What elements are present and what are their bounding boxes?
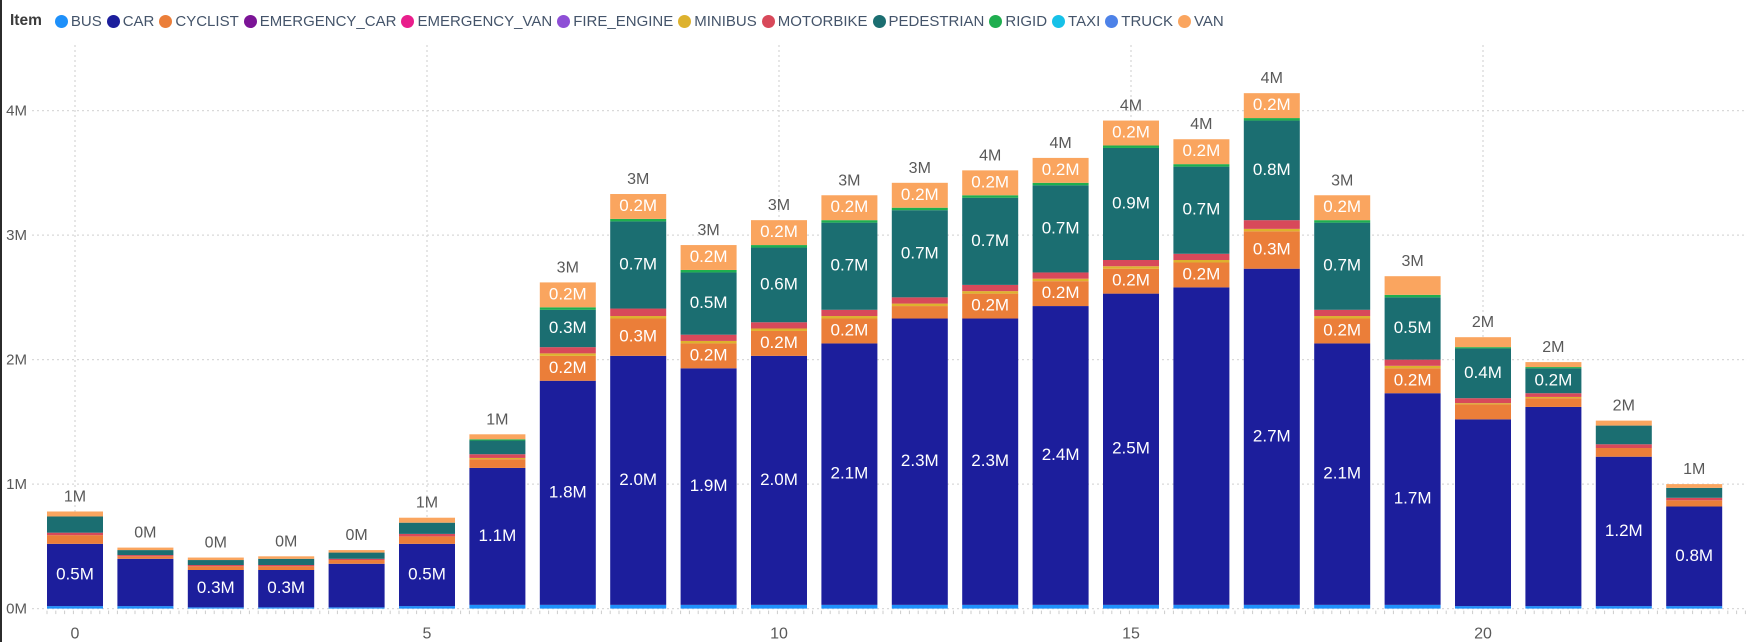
svg-text:5: 5 — [423, 626, 432, 642]
svg-text:4M: 4M — [1049, 135, 1071, 152]
svg-text:1M: 1M — [6, 476, 27, 493]
svg-text:0.2M: 0.2M — [1042, 160, 1080, 179]
svg-text:0.3M: 0.3M — [267, 578, 305, 597]
svg-text:0.8M: 0.8M — [1675, 546, 1713, 565]
svg-text:2.1M: 2.1M — [831, 464, 869, 483]
svg-text:1.2M: 1.2M — [1605, 521, 1643, 540]
svg-text:0.7M: 0.7M — [619, 254, 657, 273]
svg-text:0.2M: 0.2M — [549, 358, 587, 377]
svg-text:0M: 0M — [205, 535, 227, 552]
svg-text:3M: 3M — [697, 222, 719, 239]
svg-text:1.9M: 1.9M — [690, 476, 728, 495]
svg-text:3M: 3M — [1401, 253, 1423, 270]
svg-text:0.2M: 0.2M — [971, 172, 1009, 191]
svg-text:2.3M: 2.3M — [901, 451, 939, 470]
svg-text:4M: 4M — [1120, 98, 1142, 115]
svg-text:2.0M: 2.0M — [760, 470, 798, 489]
svg-text:0.5M: 0.5M — [690, 293, 728, 312]
svg-text:2.0M: 2.0M — [619, 470, 657, 489]
svg-text:4M: 4M — [6, 103, 27, 120]
svg-text:1.7M: 1.7M — [1394, 488, 1432, 507]
svg-text:1M: 1M — [416, 495, 438, 512]
svg-text:1.8M: 1.8M — [549, 482, 587, 501]
svg-text:0.2M: 0.2M — [1323, 197, 1361, 216]
svg-text:0.2M: 0.2M — [1183, 264, 1221, 283]
svg-text:0.2M: 0.2M — [1042, 283, 1080, 302]
svg-text:0.3M: 0.3M — [197, 578, 235, 597]
svg-text:0.2M: 0.2M — [1112, 122, 1150, 141]
svg-text:15: 15 — [1122, 626, 1140, 642]
svg-text:0M: 0M — [6, 601, 27, 618]
svg-text:3M: 3M — [557, 259, 579, 276]
svg-text:0.7M: 0.7M — [831, 256, 869, 275]
svg-text:2.3M: 2.3M — [971, 451, 1009, 470]
svg-text:0.5M: 0.5M — [408, 564, 446, 583]
svg-text:3M: 3M — [1331, 172, 1353, 189]
svg-text:0.3M: 0.3M — [1253, 239, 1291, 258]
svg-text:3M: 3M — [6, 227, 27, 244]
svg-text:1M: 1M — [64, 489, 86, 506]
svg-text:0.7M: 0.7M — [1042, 218, 1080, 237]
svg-text:0.2M: 0.2M — [831, 320, 869, 339]
svg-text:0.2M: 0.2M — [619, 196, 657, 215]
svg-text:0.2M: 0.2M — [1112, 271, 1150, 290]
svg-text:3M: 3M — [909, 160, 931, 177]
svg-text:4M: 4M — [979, 147, 1001, 164]
svg-text:10: 10 — [770, 626, 788, 642]
svg-text:2.1M: 2.1M — [1323, 464, 1361, 483]
svg-text:0.3M: 0.3M — [619, 327, 657, 346]
svg-text:0.2M: 0.2M — [1183, 141, 1221, 160]
svg-text:4M: 4M — [1261, 70, 1283, 87]
svg-text:2M: 2M — [1613, 398, 1635, 415]
svg-text:0.2M: 0.2M — [1535, 370, 1573, 389]
svg-text:0: 0 — [71, 626, 80, 642]
svg-text:1M: 1M — [1683, 461, 1705, 478]
svg-text:0.7M: 0.7M — [901, 243, 939, 262]
svg-text:2M: 2M — [6, 352, 27, 369]
svg-text:0.9M: 0.9M — [1112, 193, 1150, 212]
svg-text:0.2M: 0.2M — [760, 333, 798, 352]
svg-text:0.2M: 0.2M — [549, 284, 587, 303]
svg-text:3M: 3M — [768, 197, 790, 214]
svg-text:0.4M: 0.4M — [1464, 363, 1502, 382]
svg-text:0.6M: 0.6M — [760, 274, 798, 293]
svg-text:4M: 4M — [1190, 116, 1212, 133]
svg-text:0.7M: 0.7M — [1323, 256, 1361, 275]
svg-text:0.2M: 0.2M — [690, 247, 728, 266]
svg-text:1.1M: 1.1M — [479, 526, 517, 545]
svg-text:0.8M: 0.8M — [1253, 160, 1291, 179]
svg-text:0.2M: 0.2M — [1253, 95, 1291, 114]
svg-text:0.5M: 0.5M — [1394, 318, 1432, 337]
svg-text:2.7M: 2.7M — [1253, 426, 1291, 445]
svg-text:0.2M: 0.2M — [1323, 320, 1361, 339]
svg-text:0.2M: 0.2M — [1394, 370, 1432, 389]
svg-text:2.5M: 2.5M — [1112, 439, 1150, 458]
svg-text:0.2M: 0.2M — [831, 197, 869, 216]
svg-text:0.7M: 0.7M — [971, 231, 1009, 250]
svg-text:20: 20 — [1474, 626, 1492, 642]
svg-text:0.5M: 0.5M — [56, 564, 94, 583]
svg-text:0M: 0M — [134, 525, 156, 542]
svg-text:0.2M: 0.2M — [971, 296, 1009, 315]
svg-text:2.4M: 2.4M — [1042, 445, 1080, 464]
svg-text:2M: 2M — [1542, 339, 1564, 356]
svg-text:3M: 3M — [627, 171, 649, 188]
svg-text:3M: 3M — [838, 172, 860, 189]
svg-text:0.2M: 0.2M — [760, 222, 798, 241]
svg-text:0M: 0M — [345, 527, 367, 544]
svg-text:2M: 2M — [1472, 314, 1494, 331]
svg-text:1M: 1M — [486, 411, 508, 428]
svg-text:0.7M: 0.7M — [1183, 200, 1221, 219]
svg-text:0M: 0M — [275, 533, 297, 550]
svg-text:0.2M: 0.2M — [901, 185, 939, 204]
svg-text:0.3M: 0.3M — [549, 318, 587, 337]
svg-text:0.2M: 0.2M — [690, 345, 728, 364]
